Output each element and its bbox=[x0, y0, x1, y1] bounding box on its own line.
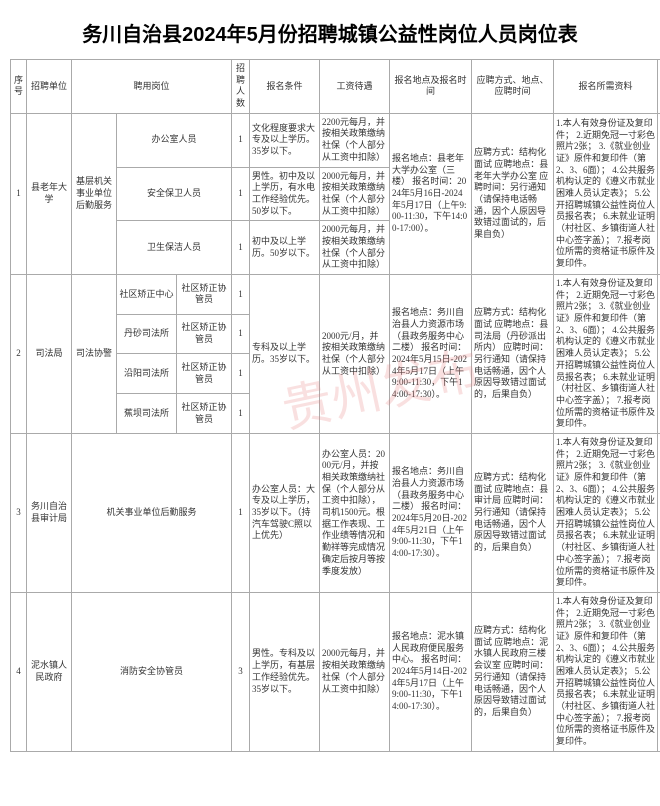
table-row: 2 司法局 司法协警 社区矫正中心 社区矫正协管员 1 专科及以上学历。35岁以… bbox=[11, 275, 660, 315]
cell: 泥水镇人民政府 bbox=[27, 592, 72, 751]
cell: 1 bbox=[232, 275, 250, 315]
cell: 务川自治县审计局 bbox=[27, 433, 72, 592]
table-row: 1 县老年大学 基层机关事业单位后勤服务 办公室人员 1 文化程度要求大专及以上… bbox=[11, 113, 660, 167]
cell: 1 bbox=[232, 113, 250, 167]
cell: 消防安全协管员 bbox=[72, 592, 232, 751]
cell: 应聘方式：结构化面试 应聘地点：县司法局（丹砂派出所内） 应聘时间：另行通知（请… bbox=[472, 275, 554, 434]
cell: 男性。初中及以上学历，有水电工作经验优先。50岁以下。 bbox=[250, 167, 320, 221]
cell: 社区矫正协管员 bbox=[177, 275, 232, 315]
cell: 应聘方式：结构化面试 应聘地点：县老年大学办公室 应聘时间：另行通知（请保持电话… bbox=[472, 113, 554, 274]
cell: 1.本人有效身份证及复印件； 2.近期免冠一寸彩色照片2张； 3.《就业创业证》… bbox=[554, 275, 658, 434]
cell: 2 bbox=[11, 275, 27, 434]
cell: 报名地点：务川自治县人力资源市场（县政务服务中心二楼） 报名时间：2024年5月… bbox=[390, 275, 472, 434]
table-row: 4 泥水镇人民政府 消防安全协管员 3 男性。专科及以上学历，有基层工作经验优先… bbox=[11, 592, 660, 751]
cell: 男性。专科及以上学历，有基层工作经验优先。35岁以下。 bbox=[250, 592, 320, 751]
cell: 1 bbox=[232, 314, 250, 354]
cell: 社区矫正中心 bbox=[117, 275, 177, 315]
cell: 社区矫正协管员 bbox=[177, 314, 232, 354]
cell: 1.本人有效身份证及复印件； 2.近期免冠一寸彩色照片2张； 3.《就业创业证》… bbox=[554, 592, 658, 751]
cell: 专科及以上学历。35岁以下。 bbox=[250, 275, 320, 434]
cell: 2200元每月，并按相关政策缴纳社保（个人部分从工资中扣除） bbox=[320, 113, 390, 167]
cell: 4 bbox=[11, 592, 27, 751]
cell: 报名地点：县老年大学办公室（三楼） 报名时间：2024年5月16日-2024年5… bbox=[390, 113, 472, 274]
cell: 1 bbox=[232, 433, 250, 592]
cell: 司法协警 bbox=[72, 275, 117, 434]
cell: 2000元每月，并按相关政策缴纳社保（个人部分从工资中扣除） bbox=[320, 592, 390, 751]
h-mat: 报名所需资料 bbox=[554, 60, 658, 114]
cell: 1 bbox=[232, 394, 250, 434]
cell: 初中及以上学历。50岁以下。 bbox=[250, 221, 320, 275]
cell: 1 bbox=[232, 354, 250, 394]
cell: 社区矫正协管员 bbox=[177, 354, 232, 394]
cell: 沿阳司法所 bbox=[117, 354, 177, 394]
cell: 蕉坝司法所 bbox=[117, 394, 177, 434]
cell: 2000元每月，并按相关政策缴纳社保（个人部分从工资中扣除） bbox=[320, 221, 390, 275]
cell: 司法局 bbox=[27, 275, 72, 434]
cell: 报名地点：务川自治县人力资源市场（县政务服务中心二楼） 报名时间：2024年5月… bbox=[390, 433, 472, 592]
cell: 丹砂司法所 bbox=[117, 314, 177, 354]
cell: 安全保卫人员 bbox=[117, 167, 232, 221]
job-table: 序号 招聘单位 聘用岗位 招聘人数 报名条件 工资待遇 报名地点及报名时间 应聘… bbox=[10, 59, 660, 752]
h-post: 聘用岗位 bbox=[72, 60, 232, 114]
cell: 办公室人员：大专及以上学历，35岁以下。（持汽车驾驶C照以上优先） bbox=[250, 433, 320, 592]
cell: 1.本人有效身份证及复印件； 2.近期免冠一寸彩色照片2张； 3.《就业创业证》… bbox=[554, 433, 658, 592]
page-title: 务川自治县2024年5月份招聘城镇公益性岗位人员岗位表 bbox=[10, 18, 650, 47]
cell: 报名地点：泥水镇人民政府便民服务中心。 报名时间：2024年5月14日-2024… bbox=[390, 592, 472, 751]
cell: 3 bbox=[232, 592, 250, 751]
cell: 1 bbox=[232, 221, 250, 275]
cell: 办公室人员 bbox=[117, 113, 232, 167]
cell: 卫生保洁人员 bbox=[117, 221, 232, 275]
cell: 社区矫正协管员 bbox=[177, 394, 232, 434]
h-cond: 报名条件 bbox=[250, 60, 320, 114]
h-num: 招聘人数 bbox=[232, 60, 250, 114]
cell: 机关事业单位后勤服务 bbox=[72, 433, 232, 592]
cell: 1 bbox=[11, 113, 27, 274]
cell: 应聘方式：结构化面试 应聘地点：县审计局 应聘时间：另行通知（请保持电话畅通，因… bbox=[472, 433, 554, 592]
header-row: 序号 招聘单位 聘用岗位 招聘人数 报名条件 工资待遇 报名地点及报名时间 应聘… bbox=[11, 60, 660, 114]
cell: 基层机关事业单位后勤服务 bbox=[72, 113, 117, 274]
cell: 应聘方式：结构化面试 应聘地点：泥水镇人民政府三楼会议室 应聘时间：另行通知（请… bbox=[472, 592, 554, 751]
h-loc: 报名地点及报名时间 bbox=[390, 60, 472, 114]
cell: 1.本人有效身份证及复印件； 2.近期免冠一寸彩色照片2张； 3.《就业创业证》… bbox=[554, 113, 658, 274]
h-apply: 应聘方式、地点、应聘时间 bbox=[472, 60, 554, 114]
cell: 1 bbox=[232, 167, 250, 221]
cell: 3 bbox=[11, 433, 27, 592]
cell: 文化程度要求大专及以上学历。35岁以下。 bbox=[250, 113, 320, 167]
cell: 2000元/月，并按相关政策缴纳社保（个人部分从工资中扣除） bbox=[320, 275, 390, 434]
h-no: 序号 bbox=[11, 60, 27, 114]
cell: 办公室人员：2000元/月，并按相关政策缴纳社保（个人部分从工资中扣除），司机1… bbox=[320, 433, 390, 592]
cell: 2000元每月，并按相关政策缴纳社保（个人部分从工资中扣除） bbox=[320, 167, 390, 221]
h-unit: 招聘单位 bbox=[27, 60, 72, 114]
table-row: 3 务川自治县审计局 机关事业单位后勤服务 1 办公室人员：大专及以上学历，35… bbox=[11, 433, 660, 592]
cell: 县老年大学 bbox=[27, 113, 72, 274]
h-sal: 工资待遇 bbox=[320, 60, 390, 114]
